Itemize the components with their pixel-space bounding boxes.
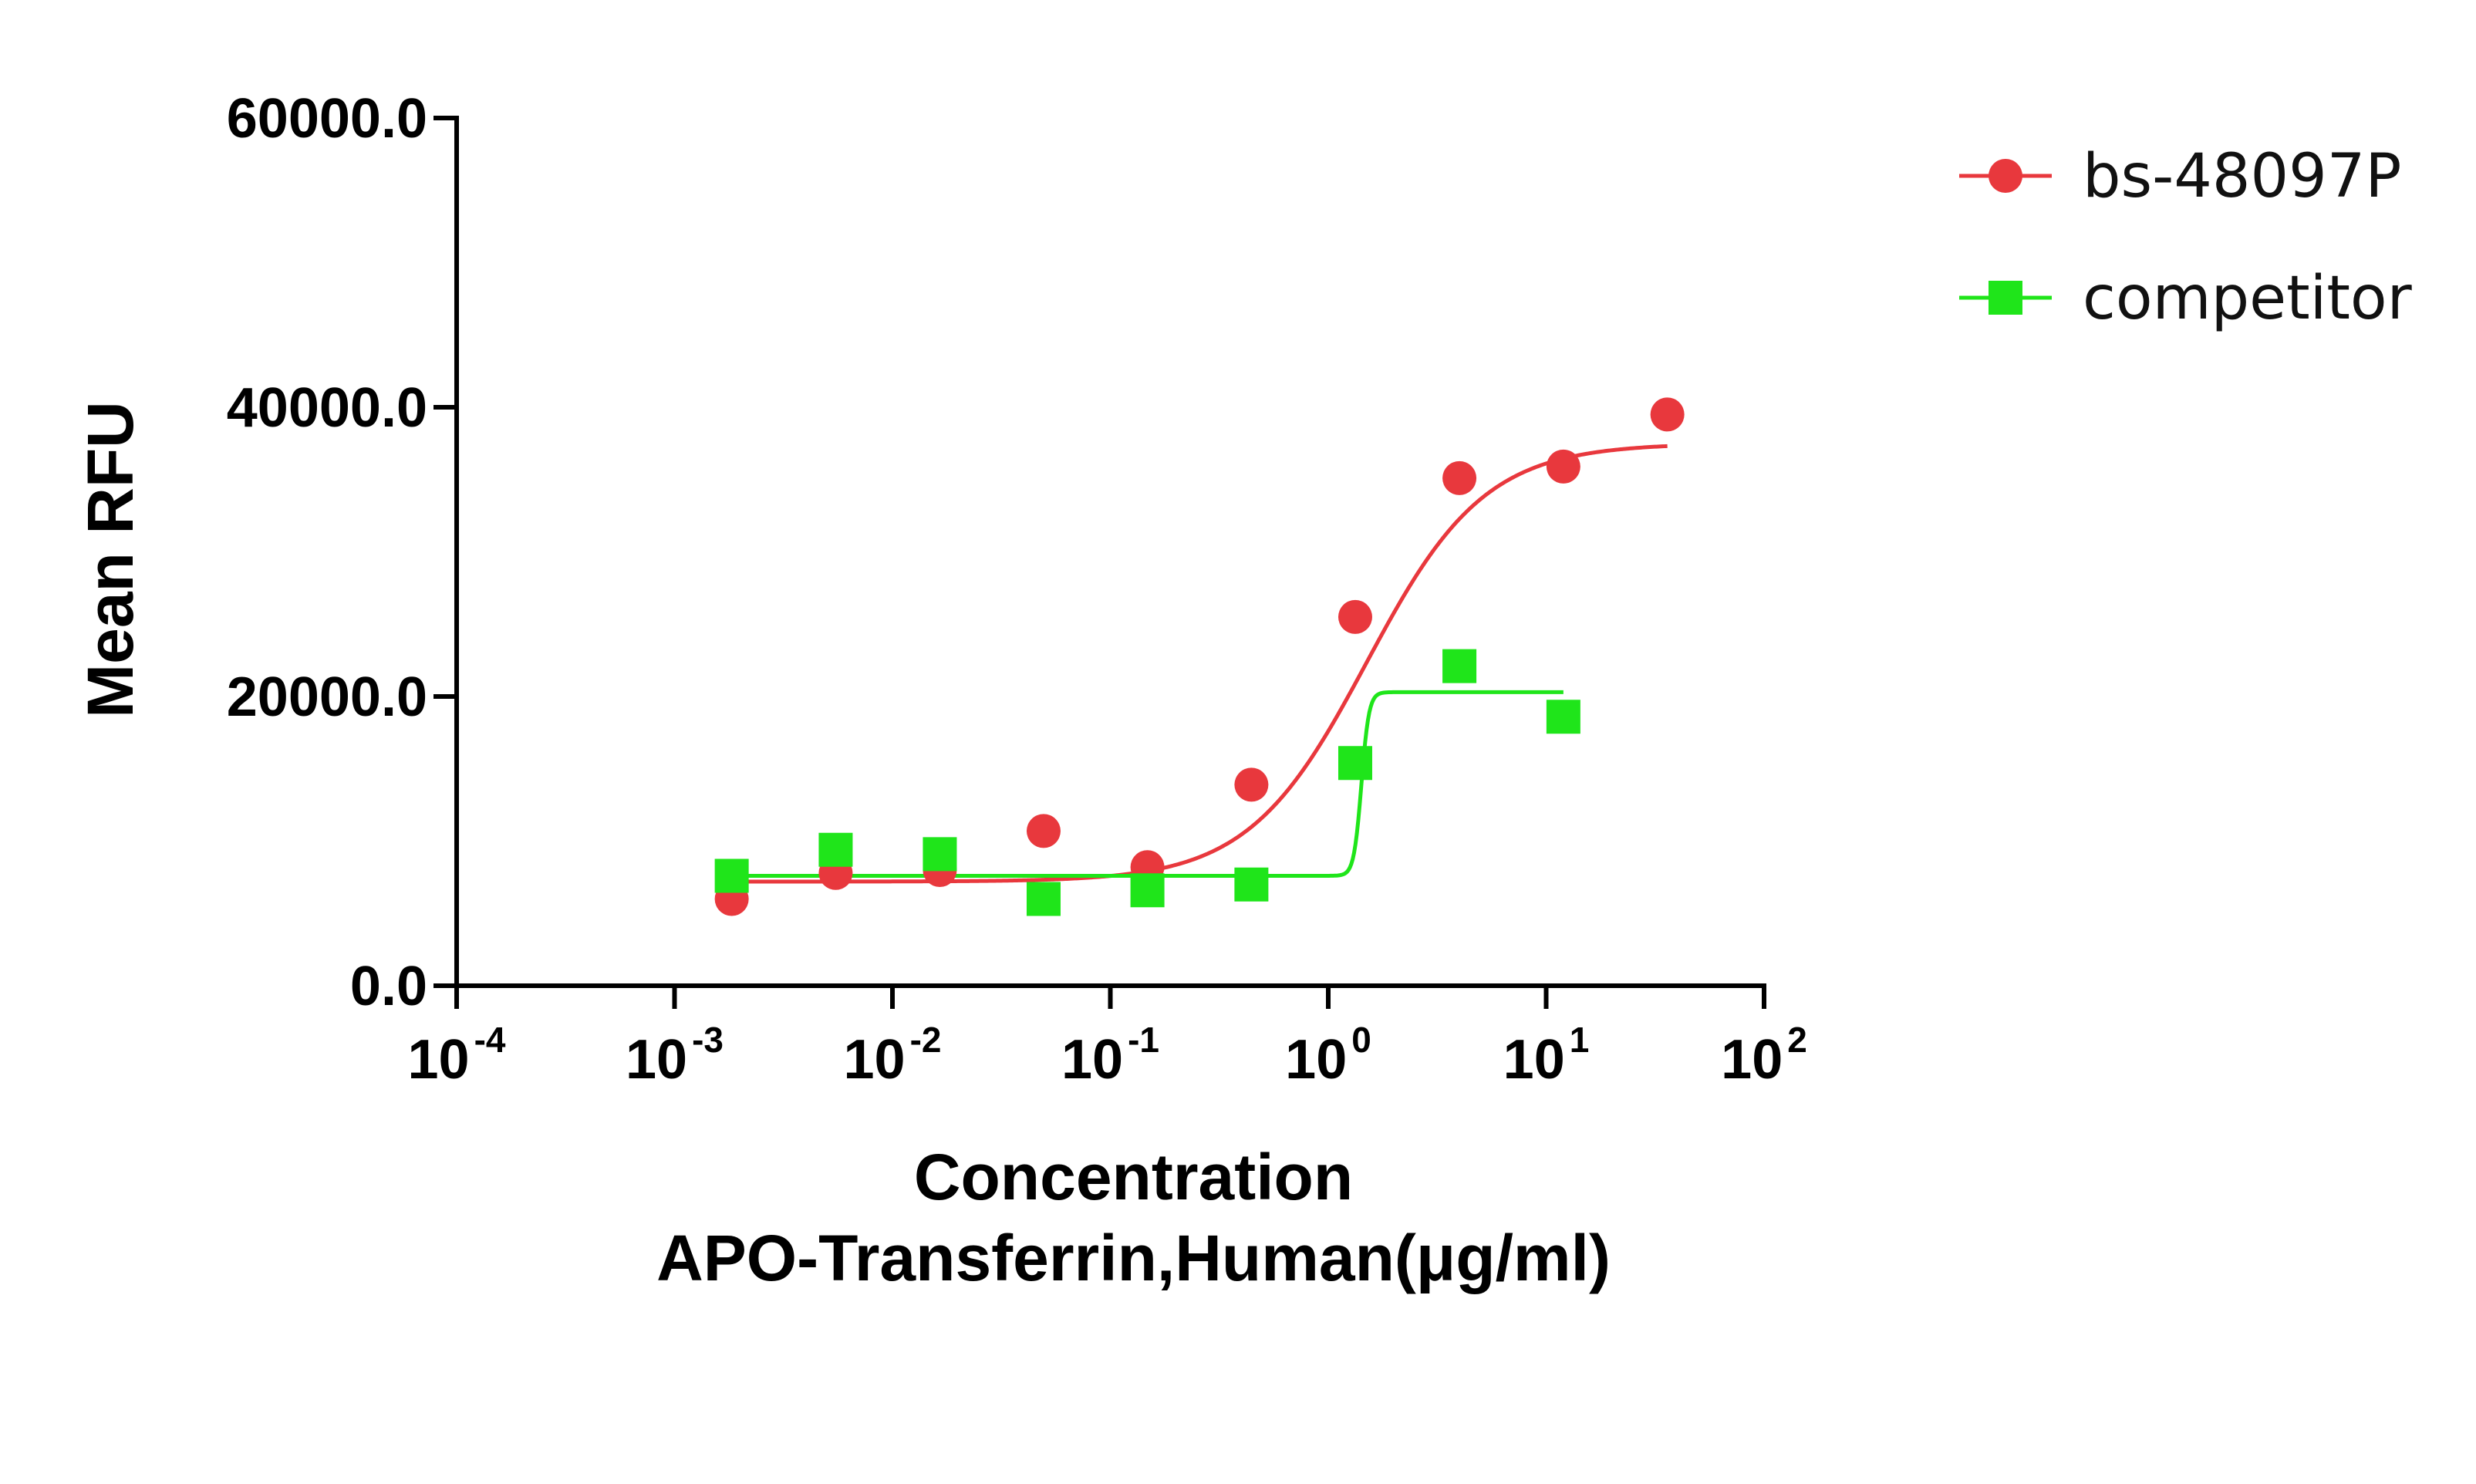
y-axis-title: Mean RFU [74,401,147,718]
data-point-bs-48097P [1026,814,1061,848]
data-point-bs-48097P [1546,449,1580,484]
legend-marker-competitor [1989,281,2022,315]
x-tick-label: 10 -3 [626,1020,724,1091]
data-point-competitor [923,837,957,872]
legend-label-bs-48097P: bs-48097P [2083,142,2401,211]
x-tick-label: 10 1 [1503,1020,1590,1091]
data-point-bs-48097P [1442,460,1477,495]
data-point-bs-48097P [1234,767,1269,802]
data-point-bs-48097P [1650,397,1685,432]
data-point-competitor [1234,867,1269,902]
x-tick-label: 10 -4 [408,1020,506,1091]
fit-curves [731,444,1668,884]
y-tick-label: 40000.0 [227,377,427,439]
data-point-competitor [1442,649,1477,683]
axes [433,116,1766,1009]
x-axis-title: Concentration [914,1141,1353,1213]
data-point-bs-48097P [1338,599,1372,634]
y-tick-label: 0.0 [350,956,427,1017]
fit-curve-bs-48097P [731,444,1668,884]
data-point-competitor [1338,746,1372,781]
x-tick-label: 10 -1 [1061,1020,1159,1091]
data-point-competitor [1130,873,1165,908]
data-point-competitor [818,832,853,867]
y-tick-label: 20000.0 [227,666,427,728]
data-point-competitor [1546,700,1580,734]
data-point-competitor [714,858,749,893]
y-tick-label: 60000.0 [227,88,427,150]
x-tick-label: 10 -2 [844,1020,942,1091]
legend-label-competitor: competitor [2083,264,2413,333]
axis-titles: Concentration APO-Transferrin,Human(μg/ml… [74,401,1611,1294]
data-point-competitor [1026,882,1061,916]
tick-labels: 0.0 20000.0 40000.0 60000.0 10 -4 10 -3 10 -2 10 -1… [227,88,1807,1091]
x-axis-subtitle: APO-Transferrin,Human(μg/ml) [656,1222,1611,1294]
x-tick-label: 10 2 [1721,1020,1807,1091]
fit-curve-competitor [731,690,1564,878]
legend: bs-48097P competitor [1959,142,2413,333]
legend-marker-bs-48097P [1989,159,2022,193]
data-points [714,397,1685,916]
x-tick-label: 10 0 [1285,1020,1371,1091]
